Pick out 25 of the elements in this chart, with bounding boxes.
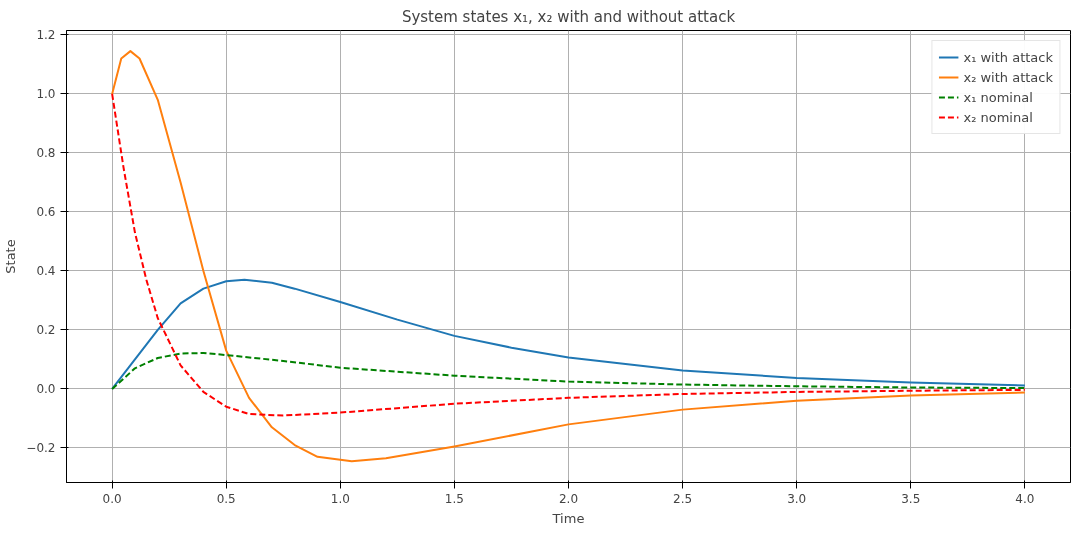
chart-title: System states x₁, x₂ with and without attack [401,7,736,26]
y-tick-label: 0.2 [36,323,56,338]
y-tick-label: 0.4 [36,264,56,279]
y-axis-title: State [3,239,19,274]
x-axis-title: Time [551,510,585,526]
y-tick-label: 0.8 [36,146,56,161]
line-series [111,351,1026,390]
x-tick-label: 0.0 [102,491,122,506]
y-tick-label: 0.0 [36,382,56,397]
y-tick-label: −0.2 [26,441,56,456]
x-tick-label: 4.0 [1015,491,1035,506]
x-tick-label: 3.5 [901,491,921,506]
x-tick-label: 2.0 [558,491,579,506]
x-tick-label: 2.5 [673,491,693,506]
legend-label: x₁ with attack [963,49,1053,65]
y-tick-label: 1.0 [36,87,56,102]
x-tick-label: 1.5 [444,491,464,506]
x-tick-label: 3.0 [787,491,807,506]
x-tick-label: 0.5 [216,491,236,506]
x-tick-label: 1.0 [330,491,350,506]
legend-label: x₂ nominal [963,109,1033,125]
y-tick-label: 0.6 [36,205,56,220]
legend-label: x₁ nominal [963,89,1033,105]
legend-label: x₂ with attack [963,69,1053,85]
y-tick-label: 1.2 [36,28,56,43]
